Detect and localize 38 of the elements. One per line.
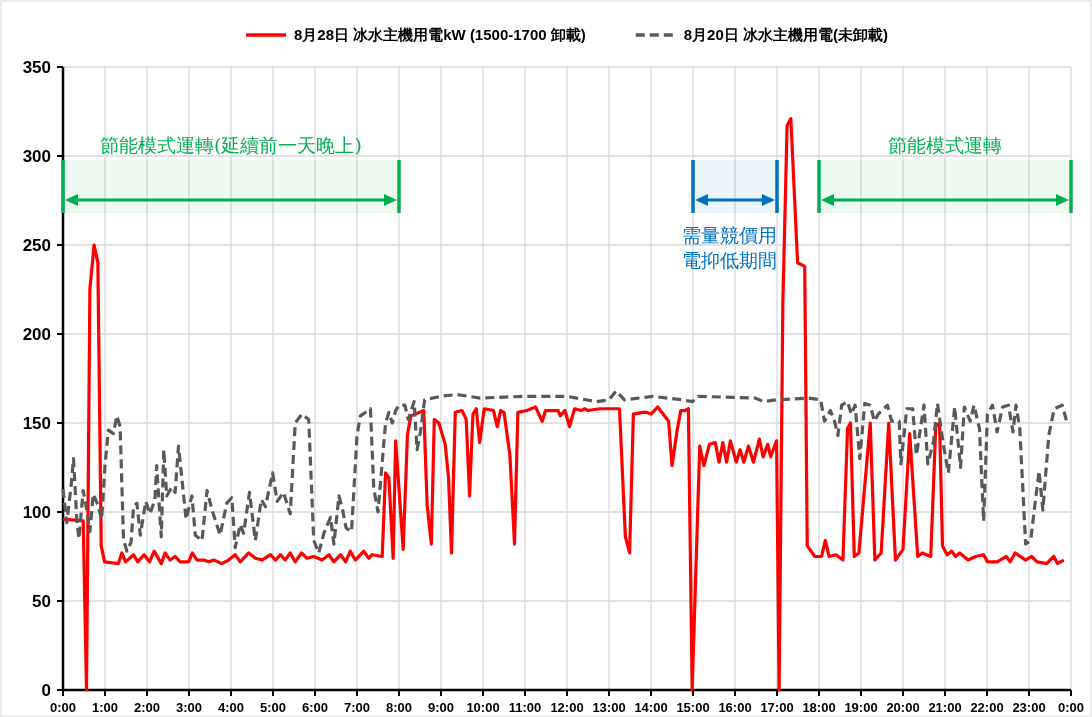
x-tick-label: 19:00 [844, 700, 878, 715]
x-tick-label: 13:00 [592, 700, 626, 715]
x-tick-label: 4:00 [217, 700, 245, 715]
x-tick-label: 10:00 [466, 700, 500, 715]
x-tick-label: 11:00 [508, 700, 542, 715]
x-tick-label: 12:00 [550, 700, 584, 715]
y-tick-label: 350 [22, 58, 51, 77]
x-tick-label: 6:00 [301, 700, 329, 715]
x-tick-label: 16:00 [718, 700, 752, 715]
x-tick-label: 2:00 [133, 700, 161, 715]
x-tick-label: 15:00 [676, 700, 710, 715]
y-tick-label: 250 [22, 236, 51, 255]
x-tick-label: 18:00 [802, 700, 836, 715]
x-tick-label: 0:00 [49, 700, 77, 715]
x-tick-label: 21:00 [928, 700, 962, 715]
x-tick-label: 20:00 [886, 700, 920, 715]
x-tick-label: 7:00 [343, 700, 371, 715]
x-tick-label: 3:00 [175, 700, 203, 715]
legend-label: 8月20日 冰水主機用電(未卸載) [683, 26, 888, 43]
band-label: 節能模式運轉 [888, 134, 1002, 156]
y-tick-label: 50 [32, 592, 51, 611]
y-tick-label: 200 [22, 325, 51, 344]
x-tick-label: 23:00 [1012, 700, 1046, 715]
band-label: 需量競價用電抑低期間 [682, 224, 777, 271]
y-tick-label: 150 [22, 414, 51, 433]
x-tick-label: 8:00 [385, 700, 413, 715]
x-tick-label: 22:00 [970, 700, 1004, 715]
x-tick-label: 17:00 [760, 700, 794, 715]
x-tick-label: 1:00 [91, 700, 119, 715]
y-tick-label: 300 [22, 147, 51, 166]
y-tick-label: 0 [41, 681, 51, 700]
x-tick-label: 9:00 [427, 700, 455, 715]
x-tick-label: 0:00 [1057, 700, 1085, 715]
band-label: 節能模式運轉(延續前一天晚上) [100, 134, 362, 156]
y-tick-label: 100 [22, 503, 51, 522]
x-tick-label: 14:00 [634, 700, 668, 715]
legend-label: 8月28日 冰水主機用電kW (1500-1700 卸載) [294, 26, 586, 43]
x-tick-label: 5:00 [259, 700, 287, 715]
